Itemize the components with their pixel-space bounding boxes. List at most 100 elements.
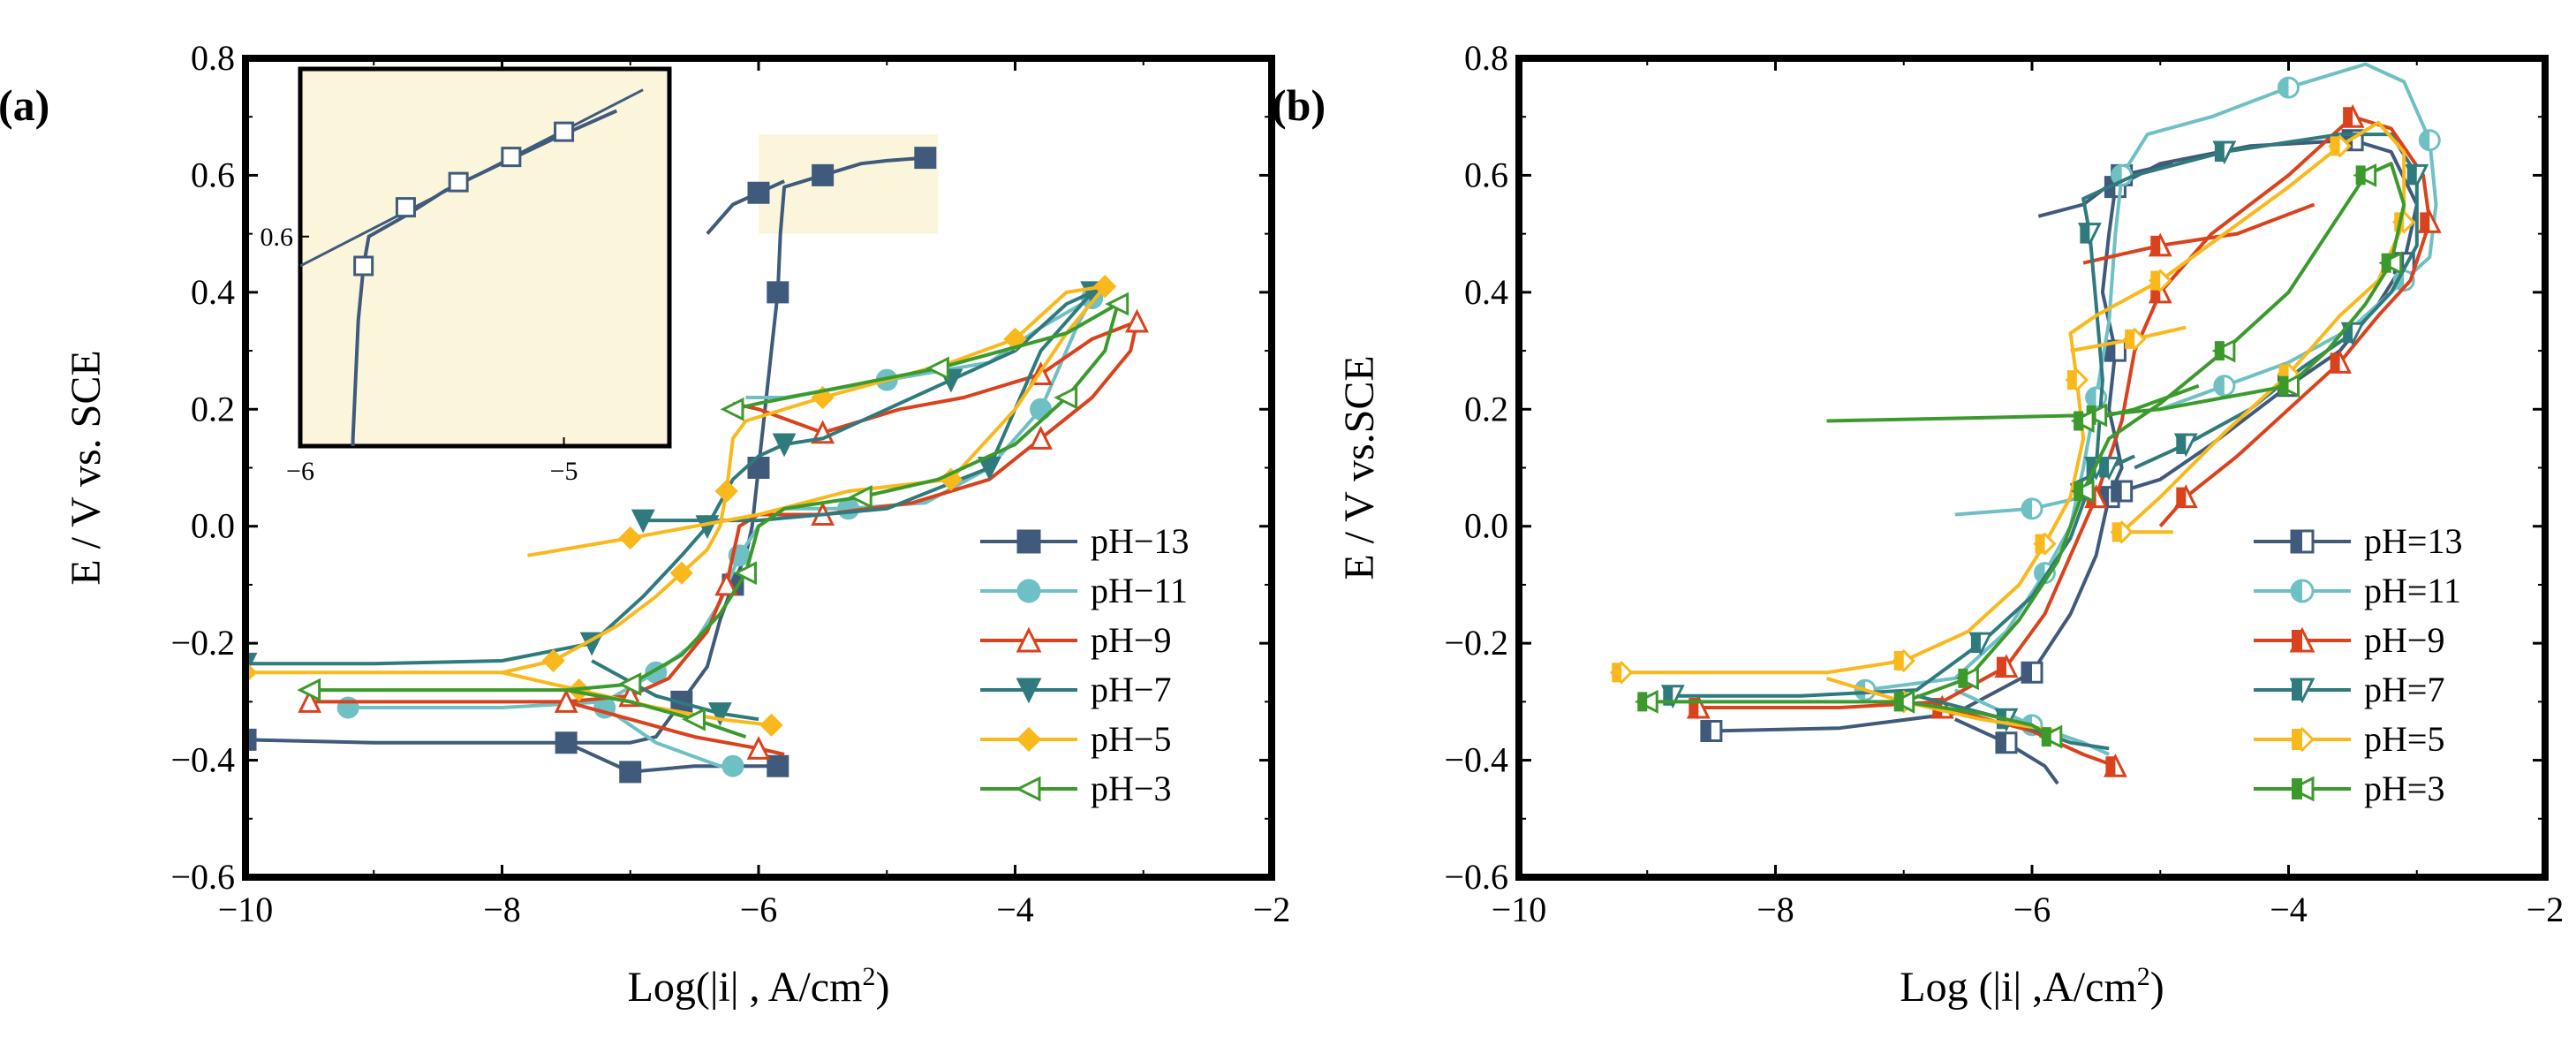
data-point [2340, 103, 2365, 128]
data-point-shape [759, 713, 783, 737]
data-point-half [1701, 721, 1711, 741]
data-point [682, 707, 706, 731]
y-tick-label: 0.4 [1464, 272, 1508, 312]
inset-data-point [448, 171, 469, 193]
data-point-half [2381, 253, 2391, 273]
legend-label: pH−5 [1091, 719, 1171, 759]
data-point-shape [297, 678, 321, 702]
data-point-half [2214, 141, 2225, 162]
data-point [2418, 129, 2441, 152]
data-point [1891, 689, 1915, 714]
data-point-shape [848, 485, 873, 510]
data-point-shape [747, 457, 770, 479]
x-axis-label-end: ) [875, 964, 889, 1011]
data-point-shape [772, 433, 797, 458]
x-tick-label: −8 [483, 890, 521, 929]
inset-data-point-shape [353, 255, 374, 277]
data-point-shape [298, 689, 322, 713]
data-point-shape [631, 509, 655, 534]
data-point [2149, 269, 2172, 292]
data-point [617, 672, 642, 696]
plot-frame [1515, 55, 2549, 881]
data-point [2148, 232, 2172, 257]
x-axis-label: Log(|i| , A/cm2) [628, 962, 890, 1011]
inset-y-tick-label: 0.6 [261, 223, 294, 252]
data-point-half [2278, 375, 2289, 396]
data-point [618, 526, 642, 550]
panel-b-plot-area [1610, 62, 2442, 785]
data-point-shape [767, 754, 789, 777]
y-tick-label: −0.2 [170, 623, 235, 663]
inset-data-point-shape [554, 121, 575, 142]
data-point-shape [1105, 292, 1129, 316]
legend-label: pH−9 [1091, 620, 1171, 660]
panel-label: (b) [1272, 80, 1326, 130]
inset-curve [351, 109, 618, 446]
data-point [2417, 209, 2442, 233]
data-point-shape [555, 731, 578, 754]
data-point [2328, 134, 2352, 158]
data-point-half [2406, 165, 2417, 186]
data-point-half [2420, 130, 2430, 150]
data-point-half [2080, 223, 2090, 244]
data-point [733, 561, 757, 586]
data-point [914, 147, 937, 170]
legend-marker [1016, 626, 1042, 653]
legend-marker-shape [1016, 726, 1042, 753]
inset-x-tick-label: −6 [286, 457, 314, 486]
legend-label: pH=11 [2364, 571, 2461, 610]
x-axis-label: Log (|i| ,A/cm2) [1900, 962, 2164, 1011]
series-line [1647, 162, 2406, 704]
data-point-half [1893, 651, 1904, 671]
data-point [2070, 409, 2095, 433]
series-cathodic-line [565, 700, 785, 756]
data-point [925, 356, 949, 381]
data-point [746, 735, 771, 760]
legend-label: pH−13 [1091, 521, 1189, 561]
series-return-line [643, 291, 1094, 523]
series-line [1711, 138, 2419, 733]
data-point [555, 731, 578, 754]
data-point [2103, 753, 2127, 777]
data-point-half [2105, 756, 2116, 776]
data-point [1054, 385, 1078, 410]
legend-marker [2290, 529, 2315, 554]
data-point-half [2035, 534, 2045, 554]
data-point [2278, 76, 2300, 99]
y-tick-label: 0.8 [191, 38, 235, 78]
series-line [1698, 115, 2432, 709]
data-point-shape [1125, 308, 1149, 333]
data-point-half [1612, 663, 1622, 683]
legend: pH−13 pH−11 pH−9 pH−7 pH−5 pH−3 [980, 521, 1189, 808]
data-point-shape [812, 163, 835, 186]
series-ph7 [1660, 133, 2429, 751]
legend-marker [2289, 726, 2315, 753]
data-point-half [1996, 656, 2006, 677]
data-point [1105, 292, 1129, 316]
data-point-half [2086, 388, 2096, 408]
data-point [759, 713, 783, 737]
legend-label: pH=7 [2364, 670, 2444, 709]
data-point [1955, 666, 1979, 691]
data-point [747, 457, 770, 479]
data-point-shape [707, 702, 732, 726]
data-point-half [1637, 692, 1648, 712]
inset-data-point [395, 197, 416, 218]
series-cathodic-line [1826, 676, 2059, 733]
data-point-half [2041, 727, 2051, 747]
data-point [2021, 661, 2043, 684]
y-tick-label: 0.8 [1464, 38, 1508, 78]
panel-a: −10 −8 −6 −4 −2 −0.6 −0.4 −0.2 0.0 0.2 0.4 0.6 0.8 pH… [0, 38, 1290, 1011]
y-tick-label: 0.2 [191, 389, 235, 428]
data-point-shape [541, 648, 565, 673]
legend-marker-shape [1015, 776, 1041, 802]
legend-label: pH−7 [1091, 670, 1171, 709]
legend-marker [2288, 776, 2315, 802]
data-point-shape [618, 526, 642, 550]
data-point [714, 479, 738, 504]
data-point-half [2150, 235, 2161, 255]
inset-plot [300, 88, 644, 446]
legend-marker-half [2292, 580, 2302, 602]
data-point [714, 572, 739, 596]
